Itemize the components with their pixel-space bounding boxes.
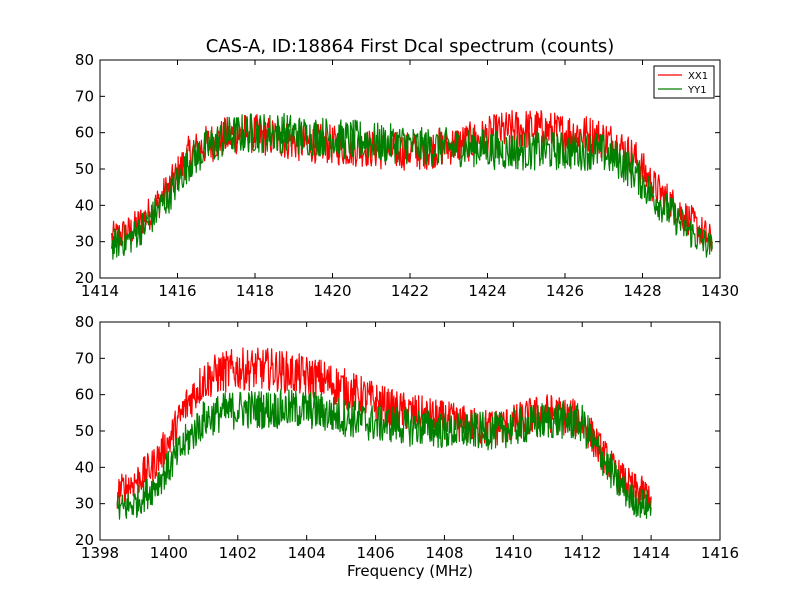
y-tick-label: 40 [75,458,94,476]
y-tick-label: 70 [75,349,94,367]
y-tick-label: 30 [75,233,94,251]
x-tick-label: 1404 [288,544,326,562]
x-tick-label: 1422 [391,282,429,300]
series-line-xx1 [111,109,713,252]
legend-label-yy1: YY1 [687,85,707,96]
y-tick-label: 60 [75,124,94,142]
x-tick-label: 1430 [701,282,739,300]
x-tick-label: 1420 [313,282,351,300]
x-axis-label: Frequency (MHz) [347,562,473,580]
x-tick-label: 1414 [81,282,119,300]
y-tick-label: 50 [75,160,94,178]
y-tick-label: 80 [75,51,94,69]
y-tick-label: 50 [75,422,94,440]
y-tick-label: 20 [75,531,94,549]
y-tick-label: 60 [75,386,94,404]
chart-1: 1414 1416 1418 1420 1422 1424 1426 1428 1430 20 30… [75,36,739,300]
series-line-green [116,388,652,520]
legend-box [653,65,715,99]
y-tick-label: 80 [75,313,94,331]
x-tick-label: 1428 [623,282,661,300]
x-tick-label: 1400 [150,544,188,562]
y-tick-label: 40 [75,196,94,214]
x-tick-label: 1410 [494,544,532,562]
x-tick-label: 1406 [356,544,394,562]
y-tick-label: 20 [75,269,94,287]
x-tick-label: 1424 [468,282,506,300]
x-tick-label: 1426 [546,282,584,300]
legend-label-xx1: XX1 [688,71,708,82]
series-line-yy1 [111,112,713,260]
x-tick-label: 1402 [219,544,257,562]
y-tick-label: 30 [75,495,94,513]
y-tick-label: 70 [75,87,94,105]
x-tick-label: 1408 [425,544,463,562]
chart-2: 1398 1400 1402 1404 1406 1408 1410 1412 1414 1416… [75,313,739,580]
x-tick-label: 1414 [632,544,670,562]
x-tick-label: 1412 [563,544,601,562]
chart-title: CAS-A, ID:18864 First Dcal spectrum (cou… [206,36,615,57]
x-tick-label: 1418 [236,282,274,300]
x-tick-label: 1416 [158,282,196,300]
x-tick-label: 1398 [81,544,119,562]
x-tick-label: 1416 [701,544,739,562]
